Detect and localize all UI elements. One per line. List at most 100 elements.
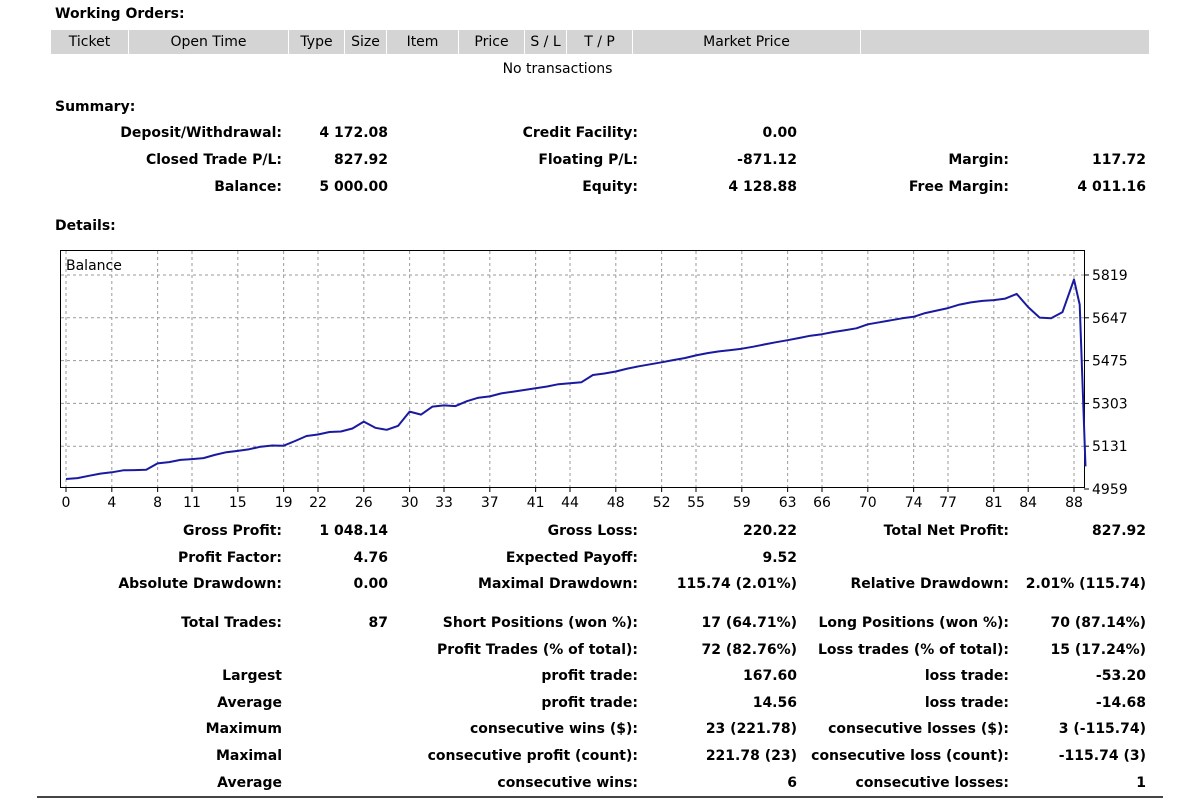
deposit-withdrawal-label: Deposit/Withdrawal: [120,125,282,141]
summary-title: Summary: [55,99,136,115]
y-tick-label: 5647 [1092,311,1128,327]
relative-drawdown-label: Relative Drawdown: [850,576,1009,592]
y-tick-label: 5131 [1092,439,1128,455]
equity-label: Equity: [582,179,638,195]
orders-column-header: Size [345,30,387,54]
orders-column-header: Price [459,30,525,54]
x-tick-label: 11 [183,495,201,511]
maximal-drawdown-value: 115.74 (2.01%) [676,576,797,592]
orders-column-header: T / P [567,30,633,54]
free-margin-label: Free Margin: [908,179,1009,195]
maximal-consecutive-loss-label: consecutive loss (count): [811,748,1009,764]
orders-column-header: Market Price [633,30,861,54]
chart-frame [60,250,1085,488]
expected-payoff-label: Expected Payoff: [505,550,638,566]
x-tick-label: 0 [62,495,71,511]
orders-column-header: S / L [525,30,567,54]
avg-consecutive-wins-value: 6 [787,775,797,791]
balance-series-line [65,278,1087,480]
x-tick-label: 74 [905,495,923,511]
average-consecutive-label: Average [217,775,282,791]
x-tick-label: 70 [859,495,877,511]
long-positions-label: Long Positions (won %): [818,615,1009,631]
credit-facility-label: Credit Facility: [522,125,638,141]
y-tick-label: 5303 [1092,396,1128,412]
x-tick-label: 37 [481,495,499,511]
maximal-consecutive-profit-label: consecutive profit (count): [427,748,638,764]
x-tick-label: 84 [1019,495,1037,511]
short-positions-label: Short Positions (won %): [442,615,638,631]
bottom-divider [37,796,1163,798]
x-tick-label: 77 [939,495,957,511]
profit-factor-label: Profit Factor: [177,550,282,566]
total-net-profit-value: 827.92 [1091,523,1146,539]
chart-grid [61,251,1084,487]
x-tick-label: 48 [607,495,625,511]
balance-value: 5 000.00 [319,179,388,195]
maximal-drawdown-label: Maximal Drawdown: [478,576,638,592]
average-loss-value: -14.68 [1095,695,1146,711]
x-tick-label: 44 [561,495,579,511]
expected-payoff-value: 9.52 [762,550,797,566]
free-margin-value: 4 011.16 [1077,179,1146,195]
avg-consecutive-losses-label: consecutive losses: [855,775,1009,791]
x-tick-label: 63 [779,495,797,511]
average-label: Average [217,695,282,711]
max-consecutive-losses-label: consecutive losses ($): [828,721,1009,737]
credit-facility-value: 0.00 [762,125,797,141]
gross-loss-value: 220.22 [742,523,797,539]
average-profit-label: profit trade: [541,695,638,711]
details-title: Details: [55,218,116,234]
x-tick-label: 22 [309,495,327,511]
relative-drawdown-value: 2.01% (115.74) [1025,576,1146,592]
maximum-label: Maximum [205,721,282,737]
profit-trades-label: Profit Trades (% of total): [437,642,638,658]
short-positions-value: 17 (64.71%) [701,615,797,631]
working-orders-title: Working Orders: [55,6,185,22]
x-tick-label: 52 [653,495,671,511]
y-tick-label: 5819 [1092,268,1128,284]
x-tick-label: 4 [107,495,116,511]
long-positions-value: 70 (87.14%) [1050,615,1146,631]
maximal-consecutive-loss-value: -115.74 (3) [1058,748,1146,764]
maximal-label: Maximal [215,748,282,764]
profit-factor-value: 4.76 [353,550,388,566]
gross-loss-label: Gross Loss: [547,523,638,539]
absolute-drawdown-value: 0.00 [353,576,388,592]
x-tick-label: 8 [153,495,162,511]
floating-pl-label: Floating P/L: [538,152,638,168]
equity-value: 4 128.88 [728,179,797,195]
max-consecutive-wins-label: consecutive wins ($): [469,721,638,737]
no-transactions-text: No transactions [502,61,613,77]
largest-loss-label: loss trade: [924,668,1009,684]
floating-pl-value: -871.12 [737,152,797,168]
total-net-profit-label: Total Net Profit: [883,523,1009,539]
average-loss-label: loss trade: [924,695,1009,711]
max-consecutive-wins-value: 23 (221.78) [705,721,797,737]
orders-column-header: Item [387,30,459,54]
y-tick-label: 5475 [1092,354,1128,370]
x-tick-label: 66 [813,495,831,511]
profit-trades-value: 72 (82.76%) [701,642,797,658]
loss-trades-label: Loss trades (% of total): [818,642,1009,658]
margin-value: 117.72 [1091,152,1146,168]
margin-label: Margin: [948,152,1009,168]
x-tick-label: 26 [355,495,373,511]
closed-trade-pl-label: Closed Trade P/L: [145,152,282,168]
balance-label: Balance: [214,179,282,195]
orders-column-header [861,30,1150,54]
x-tick-label: 19 [275,495,293,511]
chart-legend-balance: Balance [66,258,122,274]
x-tick-label: 33 [435,495,453,511]
average-profit-value: 14.56 [752,695,797,711]
orders-column-header: Type [289,30,345,54]
max-consecutive-losses-value: 3 (-115.74) [1058,721,1146,737]
x-tick-label: 41 [527,495,545,511]
x-tick-label: 30 [401,495,419,511]
gross-profit-label: Gross Profit: [182,523,282,539]
gross-profit-value: 1 048.14 [319,523,388,539]
maximal-consecutive-profit-value: 221.78 (23) [705,748,797,764]
